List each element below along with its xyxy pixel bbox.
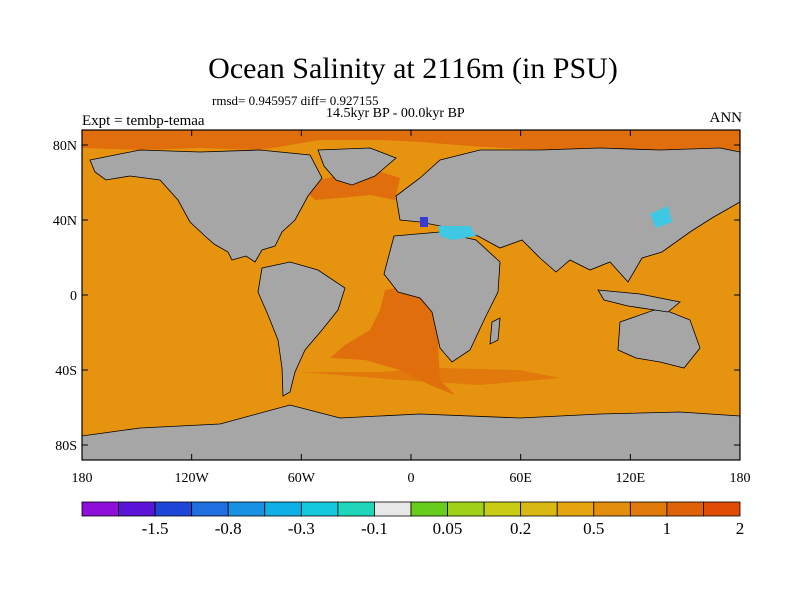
lon-tick-label: 180: [730, 471, 751, 486]
stats-text: rmsd= 0.945957 diff= 0.927155: [212, 93, 379, 108]
lat-tick-label: 40N: [53, 214, 77, 229]
colorbar-box: [483, 501, 522, 517]
greenland-land: [317, 147, 397, 186]
season-label: ANN: [709, 110, 743, 126]
japan-sea-negative: [650, 206, 672, 228]
mediterranean-negative: [438, 226, 476, 240]
africa-land: [383, 231, 501, 363]
colorbar-box: [300, 501, 339, 517]
colorbar-box: [593, 501, 631, 517]
lon-tick-label: 60W: [288, 471, 316, 486]
indonesia-land: [597, 289, 681, 313]
lon-tick-label: 60E: [509, 471, 532, 486]
south-atlantic-high-region: [330, 283, 455, 395]
lon-tick-label: 120W: [175, 471, 210, 486]
period-text: 14.5kyr BP - 00.0kyr BP: [326, 106, 465, 121]
continents: [81, 147, 741, 461]
lon-tick-label: 0: [408, 471, 415, 486]
high-anomaly-regions: [82, 130, 740, 395]
colorbar-box: [556, 501, 595, 517]
colorbar-label: 0.5: [583, 519, 604, 538]
colorbar-label: -0.3: [288, 519, 315, 538]
lat-tick-label: 80N: [53, 139, 77, 154]
colorbar-label: -0.8: [215, 519, 242, 538]
colorbar-boxes: [81, 501, 741, 517]
lat-tick-label: 80S: [55, 439, 77, 454]
colorbar-label: 2: [736, 519, 745, 538]
colorbar-box: [374, 501, 412, 517]
arctic-high-region: [82, 130, 740, 152]
lon-tick-label: 180: [72, 471, 93, 486]
colorbar-labels: -1.5 -0.8 -0.3 -0.1 0.05 0.2 0.5 1 2: [142, 519, 745, 538]
colorbar-label: 1: [663, 519, 672, 538]
colorbar-box: [447, 501, 485, 517]
colorbar-box: [703, 501, 741, 517]
colorbar-label: 0.2: [510, 519, 531, 538]
latitude-axis: 80N 40N 0 40S 80S: [53, 139, 740, 454]
colorbar-label: 0.05: [433, 519, 463, 538]
lat-tick-label: 0: [70, 289, 77, 304]
southern-ocean-band: [300, 368, 560, 385]
colorbar-box: [264, 501, 302, 517]
colorbar-box: [337, 501, 375, 517]
north-america-land: [89, 149, 323, 263]
colorbar-label: -0.1: [361, 519, 388, 538]
north-atlantic-high-region: [300, 170, 400, 200]
colorbar-box: [227, 501, 266, 517]
colorbar-box: [629, 501, 668, 517]
colorbar-label: -1.5: [142, 519, 169, 538]
colorbar-box: [520, 501, 558, 517]
colorbar-box: [666, 501, 704, 517]
lat-tick-label: 40S: [55, 364, 77, 379]
colorbar-box: [154, 501, 193, 517]
map-title: Ocean Salinity at 2116m (in PSU): [208, 52, 618, 85]
lon-tick-label: 120E: [616, 471, 646, 486]
colorbar-box: [410, 501, 448, 517]
western-mediterranean-strong-negative: [420, 217, 428, 227]
colorbar-box: [81, 501, 119, 517]
colorbar-box: [191, 501, 229, 517]
south-america-land: [257, 261, 346, 397]
australia-land: [617, 307, 701, 369]
longitude-axis: 180 120W 60W 0 60E 120E 180: [72, 130, 751, 486]
madagascar-land: [489, 317, 501, 345]
experiment-label: Expt = tembp-temaa: [82, 113, 205, 129]
colorbar-box: [118, 501, 156, 517]
